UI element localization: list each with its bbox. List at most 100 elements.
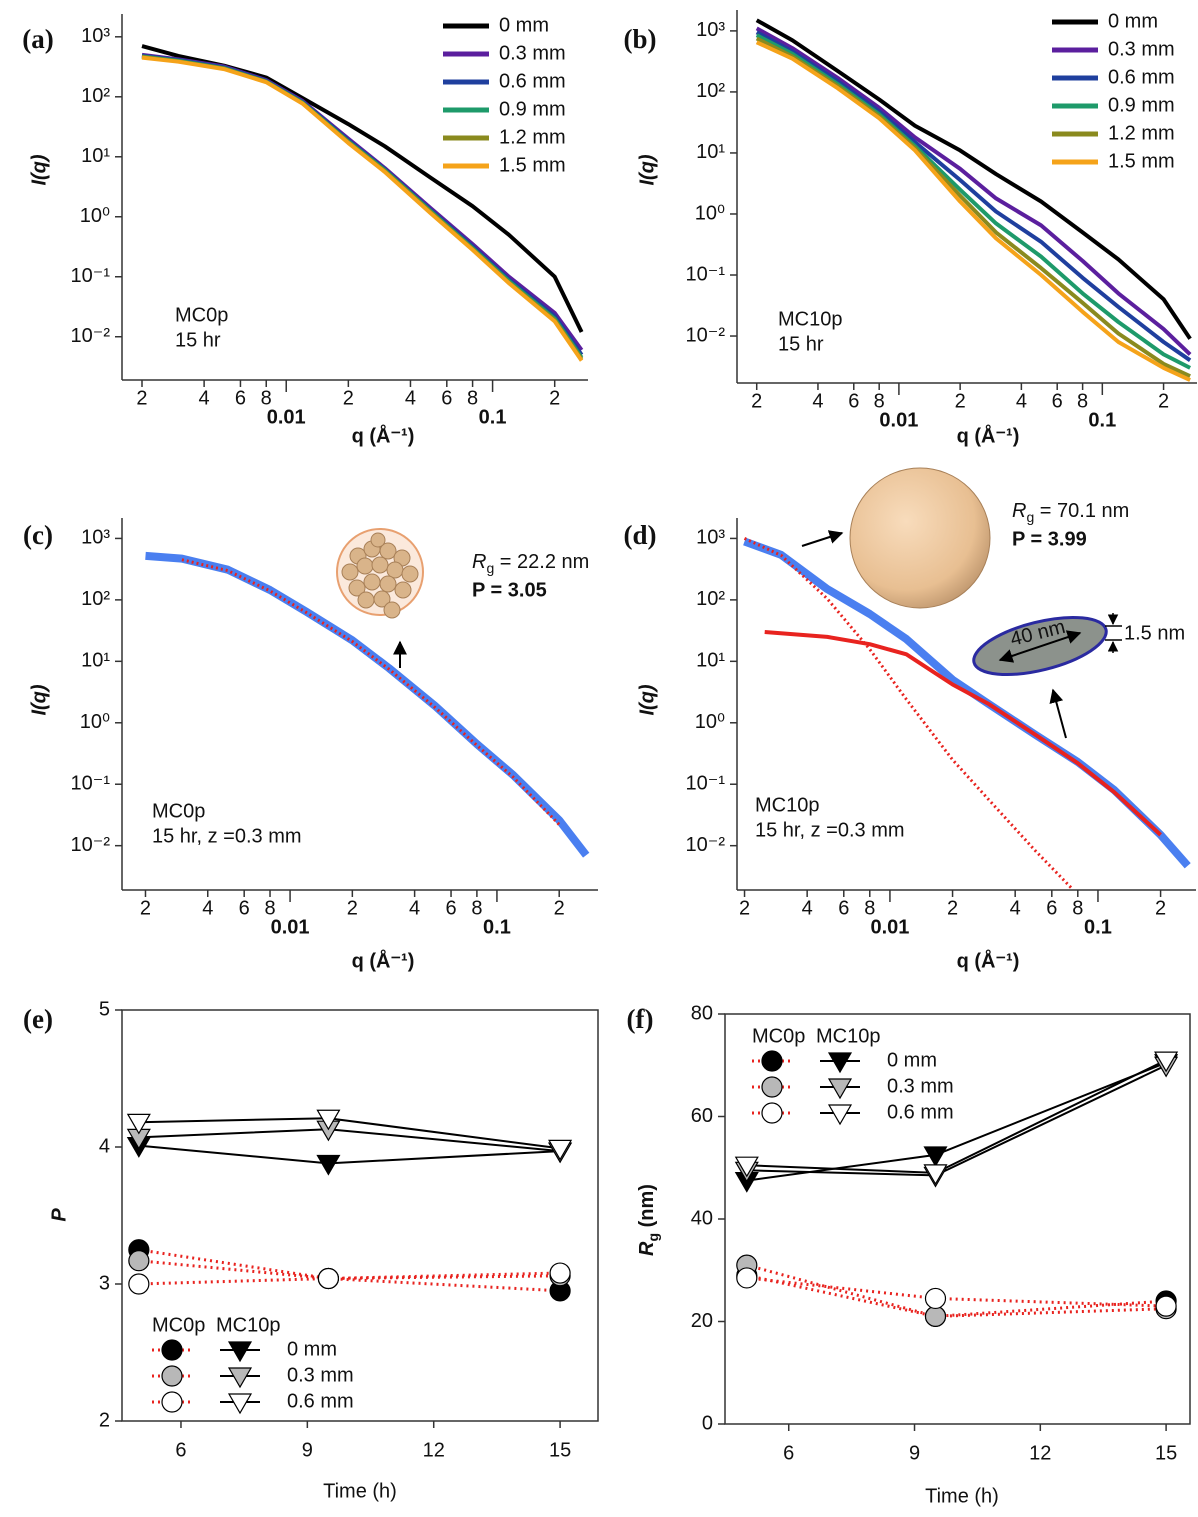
x-tick-label: 8 xyxy=(261,387,272,409)
sample-note: 15 hr, z =0.3 mm xyxy=(152,825,302,847)
x-tick-label: 4 xyxy=(202,897,213,919)
y-tick-label: 0 xyxy=(702,1412,713,1434)
panel-label: (c) xyxy=(23,520,53,550)
marker-circle xyxy=(1155,1295,1177,1317)
y-tick-label: 10⁰ xyxy=(80,205,110,227)
x-tick-label: 0.1 xyxy=(483,916,511,938)
x-tick-label: 2 xyxy=(343,387,354,409)
legend-marker xyxy=(761,1076,783,1098)
data-line xyxy=(138,1248,561,1293)
legend-group: MC10p xyxy=(216,1314,280,1336)
y-tick-label: 10¹ xyxy=(696,650,725,672)
data-line xyxy=(746,1263,1167,1318)
y-tick-label: 10³ xyxy=(696,527,725,549)
data-line xyxy=(181,558,561,826)
x-tick-label: 6 xyxy=(1046,897,1057,919)
fit-rg: Rg = 70.1 nm xyxy=(1012,500,1129,524)
sample-note: 15 hr, z =0.3 mm xyxy=(755,819,905,841)
y-tick-label: 10³ xyxy=(81,25,110,47)
fit-p: P = 3.05 xyxy=(472,579,547,601)
y-tick-label: 10² xyxy=(81,588,110,610)
marker-circle xyxy=(128,1273,150,1295)
sample-note: MC0p xyxy=(175,304,228,326)
legend-marker xyxy=(827,1078,853,1100)
x-axis-label: Time (h) xyxy=(925,1485,999,1507)
x-tick-label: 2 xyxy=(140,897,151,919)
aggregate-illustration xyxy=(336,528,424,668)
x-tick-label: 6 xyxy=(175,1439,186,1461)
fit-rg-symbol: R xyxy=(1012,500,1026,522)
x-tick-label: 6 xyxy=(1052,390,1063,412)
y-tick-label: 10² xyxy=(696,80,725,102)
y-tick-label: 10¹ xyxy=(81,145,110,167)
legend-marker xyxy=(161,1365,183,1387)
data-line xyxy=(138,1117,561,1150)
legend-group: MC0p xyxy=(752,1025,805,1047)
x-tick-label: 8 xyxy=(264,897,275,919)
y-tick-label: 10¹ xyxy=(81,650,110,672)
legend-label: 0.3 mm xyxy=(887,1075,954,1097)
legend-marker xyxy=(161,1391,183,1413)
x-axis-label: q (Å⁻¹) xyxy=(352,423,415,447)
x-tick-label: 15 xyxy=(549,1439,571,1461)
y-axis-label: I(q) xyxy=(28,154,50,185)
marker-triangle xyxy=(1154,1051,1179,1073)
data-line xyxy=(145,551,590,858)
y-tick-label: 10² xyxy=(696,588,725,610)
dimension-label: 1.5 nm xyxy=(1124,622,1185,644)
x-tick-label: 4 xyxy=(405,387,416,409)
x-tick-label: 6 xyxy=(239,897,250,919)
data-line xyxy=(764,630,1162,837)
data-line xyxy=(755,30,1192,362)
x-tick-label: 9 xyxy=(302,1439,313,1461)
y-tick-label: 10² xyxy=(81,85,110,107)
sample-note: 15 hr xyxy=(175,329,221,351)
fit-rg: Rg = 22.2 nm xyxy=(472,551,589,575)
marker-triangle xyxy=(316,1154,341,1176)
fit-rg-text: = 70.1 nm xyxy=(1034,500,1129,522)
x-tick-label: 8 xyxy=(864,897,875,919)
marker-triangle xyxy=(923,1164,948,1186)
y-tick-label: 80 xyxy=(691,1002,713,1024)
legend-marker xyxy=(227,1367,253,1389)
sample-note: 15 hr xyxy=(778,333,824,355)
legend-marker xyxy=(161,1339,183,1361)
sphere-illustration xyxy=(801,467,991,609)
y-axis-label-symbol: R xyxy=(636,1241,658,1256)
y-tick-label: 10⁰ xyxy=(695,711,725,733)
legend-label: 0.3 mm xyxy=(499,42,566,64)
x-axis-label: q (Å⁻¹) xyxy=(352,948,415,972)
legend-label: 0.6 mm xyxy=(887,1101,954,1123)
y-tick-label: 5 xyxy=(99,998,110,1020)
sample-note: MC10p xyxy=(755,794,819,816)
y-tick-label: 2 xyxy=(99,1409,110,1431)
marker-triangle xyxy=(316,1109,341,1131)
legend-label: 1.2 mm xyxy=(1108,122,1175,144)
fit-rg-symbol: R xyxy=(472,551,486,573)
y-tick-label: 10³ xyxy=(81,527,110,549)
y-tick-label: 10³ xyxy=(696,19,725,41)
marker-circle xyxy=(128,1250,150,1272)
x-tick-label: 0.01 xyxy=(271,916,310,938)
legend-label: 0.9 mm xyxy=(499,98,566,120)
x-tick-label: 4 xyxy=(1016,390,1027,412)
x-axis-label: q (Å⁻¹) xyxy=(957,948,1020,972)
legend-label: 0 mm xyxy=(499,14,549,36)
data-line xyxy=(746,1059,1167,1174)
legend-label: 0 mm xyxy=(887,1049,937,1071)
sample-note: MC0p xyxy=(152,800,205,822)
data-line xyxy=(755,26,1192,356)
legend-marker xyxy=(761,1102,783,1124)
legend-label: 1.5 mm xyxy=(499,154,566,176)
x-tick-label: 2 xyxy=(554,897,565,919)
x-tick-label: 2 xyxy=(751,390,762,412)
x-tick-label: 4 xyxy=(409,897,420,919)
x-tick-label: 4 xyxy=(1010,897,1021,919)
marker-circle xyxy=(924,1305,947,1327)
x-tick-label: 2 xyxy=(739,897,750,919)
x-tick-label: 12 xyxy=(1029,1442,1051,1464)
sample-note: MC10p xyxy=(778,308,842,330)
x-axis-label: q (Å⁻¹) xyxy=(957,423,1020,447)
y-axis-label-subscript: g xyxy=(645,1233,661,1242)
legend-label: 1.5 mm xyxy=(1108,150,1175,172)
